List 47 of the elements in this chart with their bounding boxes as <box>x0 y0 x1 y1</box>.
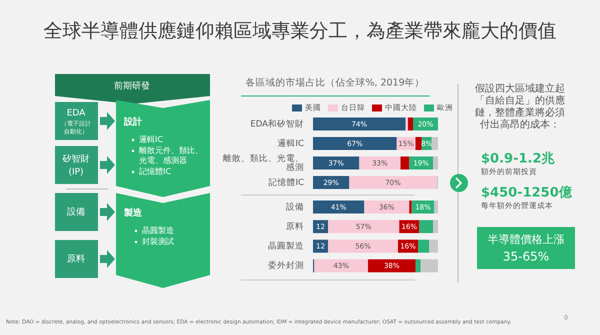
bar <box>420 259 438 272</box>
bar <box>433 220 438 234</box>
bar <box>400 156 410 170</box>
text: $0.9-1.2兆 <box>481 152 556 167</box>
text: 原料 <box>67 253 85 264</box>
bar <box>416 137 422 150</box>
text: 前期研發 <box>114 80 150 92</box>
bar <box>416 259 420 272</box>
bar <box>313 118 406 130</box>
text: 半導體價格上漲 <box>488 233 564 246</box>
text: 35-65% <box>502 249 550 264</box>
bar <box>359 156 400 170</box>
y-tick-label: 記憶體IC <box>268 176 304 188</box>
y-tick-label: EDA和矽智財 <box>250 118 304 130</box>
text: 全球半導體供應鏈仰賴區域專業分工，為產業帶來龐大的價值 <box>44 20 556 42</box>
bar <box>328 220 400 234</box>
bar <box>408 118 413 130</box>
bar <box>313 156 360 170</box>
y-tick-label: 委外封測 <box>268 260 304 272</box>
text: 離散元件、類比、光電、感測器 <box>139 146 203 166</box>
text: 封裝測試 <box>142 237 174 246</box>
text: 假設四大區域建立起「自給自足」的供應鏈，整體產業將必須付出高昂的成本： <box>475 82 565 131</box>
text: 晶圓製造 <box>142 226 174 236</box>
text: 記憶體IC <box>139 167 172 176</box>
text: 設計 <box>123 116 142 128</box>
y-tick-label: 設備 <box>286 201 304 212</box>
text: EDA <box>66 108 86 118</box>
y-tick-label: 晶圓製造 <box>268 240 304 252</box>
bar <box>432 137 438 150</box>
y-tick-label: 離散、類比、光電、感測 <box>223 152 304 173</box>
bar <box>328 240 398 253</box>
y-tick-label: 邏輯IC <box>278 138 304 149</box>
bar <box>419 220 433 234</box>
bar <box>368 259 416 272</box>
chart-subtitle: 各區域的市場占比（佔全球%, 2019年） <box>245 76 425 89</box>
text: 邏輯IC <box>139 135 164 144</box>
bar <box>418 240 430 253</box>
bar <box>429 240 438 253</box>
text: 製造 <box>123 207 143 218</box>
bar <box>314 259 368 272</box>
text: $450-1250億 <box>481 184 573 201</box>
text: 矽智財 <box>62 153 90 164</box>
text: (IP) <box>68 167 84 178</box>
bar <box>433 156 438 170</box>
bar <box>313 137 397 150</box>
text: 設備 <box>67 206 85 218</box>
y-tick-label: 原料 <box>286 220 304 232</box>
